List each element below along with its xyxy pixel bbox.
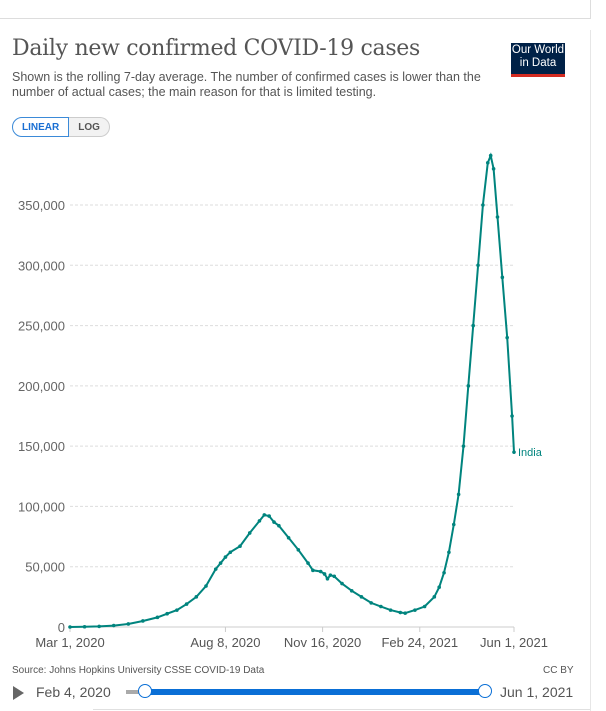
license-link[interactable]: CC BY <box>543 665 574 676</box>
data-point <box>194 595 199 599</box>
data-point <box>238 544 242 549</box>
timeline-track[interactable] <box>126 690 146 694</box>
x-tick-label: Aug 8, 2020 <box>190 635 260 650</box>
timeline-start-handle[interactable] <box>138 684 152 698</box>
series-label: India <box>518 447 543 459</box>
y-tick-label: 50,000 <box>25 560 65 575</box>
y-tick-label: 250,000 <box>18 319 65 334</box>
scale-toggle: LINEAR LOG <box>12 117 110 137</box>
data-point <box>126 622 131 626</box>
data-point <box>286 535 291 540</box>
timeline-start-date: Feb 4, 2020 <box>36 684 111 700</box>
play-icon[interactable] <box>13 686 24 700</box>
data-point <box>155 615 160 620</box>
data-point <box>488 153 493 158</box>
data-point <box>68 625 72 629</box>
data-point <box>296 548 301 552</box>
data-point <box>184 602 189 606</box>
data-point <box>82 624 87 629</box>
data-point <box>491 167 496 171</box>
data-point <box>306 561 310 565</box>
data-point <box>476 263 480 268</box>
data-point <box>466 384 471 388</box>
data-point <box>481 203 485 207</box>
data-point <box>413 608 417 612</box>
y-tick-label: 350,000 <box>18 198 65 213</box>
log-button[interactable]: LOG <box>69 117 110 137</box>
data-point <box>451 522 456 527</box>
data-point <box>204 584 208 588</box>
data-point <box>461 444 466 448</box>
data-point <box>442 570 446 575</box>
x-tick-label: Mar 1, 2020 <box>35 635 104 650</box>
data-point <box>349 589 354 593</box>
x-tick-label: Nov 16, 2020 <box>284 635 361 650</box>
timeline-end-date: Jun 1, 2021 <box>500 684 574 700</box>
data-point <box>267 514 271 518</box>
data-point <box>257 519 262 523</box>
y-tick-label: 300,000 <box>18 258 65 273</box>
timeline-selected-range[interactable] <box>145 689 485 695</box>
linear-button[interactable]: LINEAR <box>12 117 70 137</box>
data-point <box>495 215 500 219</box>
data-point <box>422 604 427 609</box>
data-point <box>447 550 451 555</box>
data-point <box>228 550 233 555</box>
source-note[interactable]: Source: Johns Hopkins University CSSE CO… <box>12 665 265 676</box>
data-point <box>512 450 516 454</box>
data-point <box>218 561 223 565</box>
data-point <box>175 608 179 612</box>
y-tick-label: 100,000 <box>18 499 65 514</box>
data-point <box>379 604 383 609</box>
data-point <box>325 576 330 581</box>
data-point <box>456 492 461 497</box>
data-point <box>223 555 228 559</box>
data-point <box>277 523 281 528</box>
data-point <box>432 595 437 599</box>
y-tick-label: 0 <box>58 620 65 635</box>
data-point <box>388 608 393 612</box>
data-point <box>311 568 315 573</box>
data-point <box>328 573 333 577</box>
previous-panel-edge <box>0 0 591 19</box>
data-point <box>359 595 364 599</box>
data-point <box>322 572 327 576</box>
data-point <box>262 513 267 517</box>
x-tick-label: Jun 1, 2021 <box>480 635 548 650</box>
x-tick-label: Feb 24, 2021 <box>381 635 458 650</box>
logo-line2: in Data <box>519 57 557 69</box>
data-point <box>141 619 145 623</box>
data-point <box>111 623 116 628</box>
data-point <box>165 611 169 616</box>
data-point <box>437 585 441 590</box>
y-tick-label: 200,000 <box>18 379 65 394</box>
series-line-india <box>69 152 515 628</box>
timeline-end-handle[interactable] <box>478 684 492 698</box>
data-point <box>500 275 505 280</box>
data-point <box>272 520 276 524</box>
data-point <box>398 610 403 615</box>
data-point <box>213 567 218 571</box>
data-point <box>340 581 344 586</box>
data-point <box>369 601 373 605</box>
data-point <box>485 161 490 165</box>
data-point <box>318 569 323 574</box>
data-point <box>247 531 252 535</box>
data-point <box>510 414 514 418</box>
y-tick-label: 150,000 <box>18 439 65 454</box>
data-point <box>332 574 337 579</box>
divider <box>93 709 590 710</box>
data-point <box>505 335 509 340</box>
logo-line1: Our World <box>511 44 565 56</box>
data-point <box>471 323 475 328</box>
chart-title: Daily new confirmed COVID-19 cases <box>12 36 421 61</box>
panel-border <box>590 30 591 711</box>
owid-logo[interactable]: Our World in Data <box>511 43 565 77</box>
chart-subtitle: Shown is the rolling 7-day average. The … <box>12 70 481 99</box>
data-point <box>97 624 101 629</box>
data-point <box>403 611 407 615</box>
